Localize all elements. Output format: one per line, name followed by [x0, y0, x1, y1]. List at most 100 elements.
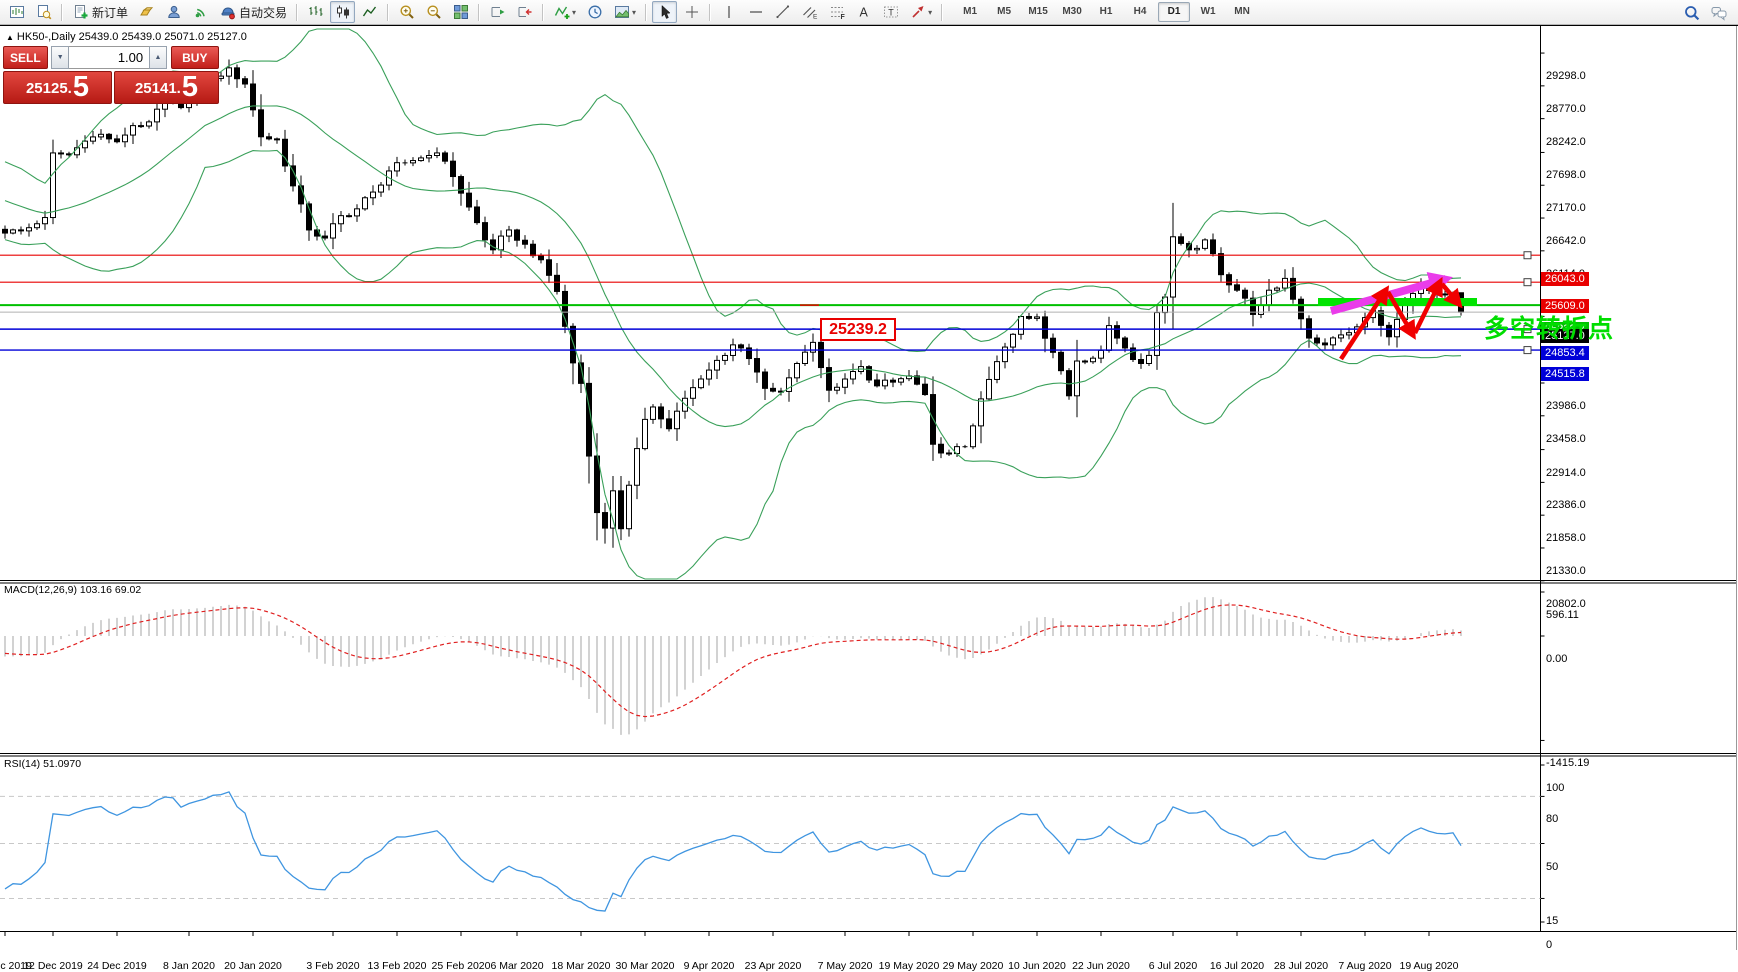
toolbar-separator	[387, 3, 390, 21]
zoom-out-button[interactable]	[421, 1, 446, 23]
price-tick: 23458.0	[1546, 432, 1586, 445]
price-level-callout[interactable]: 25239.2	[820, 318, 896, 341]
time-label: 19 Aug 2020	[1399, 960, 1459, 972]
buy-button[interactable]: BUY	[170, 46, 219, 69]
text-label-button[interactable]: T	[878, 1, 903, 23]
bid-price[interactable]: 25125. 5	[3, 71, 112, 104]
price-tick: 22914.0	[1546, 466, 1586, 479]
toolbar-right	[1678, 2, 1732, 24]
crosshair-button[interactable]	[679, 1, 704, 23]
timeframe-h4[interactable]: H4	[1133, 6, 1147, 17]
time-label: 20 Jan 2020	[224, 960, 282, 972]
rsi-tick: 100	[1546, 782, 1565, 794]
chat-button[interactable]	[1706, 2, 1731, 24]
cursor-button[interactable]	[652, 1, 678, 23]
new-chart-icon	[8, 4, 25, 21]
signals-icon	[192, 4, 209, 21]
toolbar-buttons: 新订单 自动交易 ▾ ▾ E F A T ▾	[0, 0, 947, 24]
price-level-tag: 24853.4	[1541, 346, 1589, 361]
templates-button[interactable]: ▾	[609, 1, 640, 23]
tile-windows-button[interactable]	[448, 1, 473, 23]
timeframe-m1[interactable]: M1	[963, 6, 978, 17]
volume-increase-button[interactable]: ▲	[149, 46, 167, 69]
timeframe-h1[interactable]: H1	[1099, 6, 1113, 17]
auto-scroll-button[interactable]	[485, 1, 510, 23]
macd-tick: 0.00	[1546, 653, 1568, 665]
price-tick: 29298.0	[1546, 70, 1586, 83]
indicators-caret[interactable]: ▾	[572, 7, 577, 17]
panel-collapse-arrow[interactable]: ▲	[6, 33, 14, 42]
candlestick-chart-icon	[334, 4, 351, 21]
timeframe-mn[interactable]: MN	[1234, 6, 1250, 17]
price-tick: 20802.0	[1546, 597, 1586, 610]
price-tick: 22386.0	[1546, 499, 1586, 512]
volume-input[interactable]	[69, 46, 150, 69]
zoom-out-icon	[425, 4, 442, 21]
text-icon: A	[855, 4, 872, 21]
arrows-caret[interactable]: ▾	[928, 7, 933, 17]
autotrading-label: 自动交易	[239, 5, 288, 20]
svg-text:E: E	[813, 14, 818, 21]
autotrading-button[interactable]: 自动交易	[215, 1, 291, 23]
text-button[interactable]: A	[851, 1, 876, 23]
time-axis[interactable]	[0, 931, 1540, 950]
line-chart-icon	[361, 4, 378, 21]
svg-text:T: T	[888, 8, 894, 18]
timeframe-m15[interactable]: M15	[1028, 6, 1048, 17]
fibonacci-button[interactable]: F	[824, 1, 849, 23]
time-label: 8 Jan 2020	[163, 960, 215, 972]
time-label: 7 Aug 2020	[1338, 960, 1392, 972]
equidistant-channel-button[interactable]: E	[797, 1, 822, 23]
time-label: 6 Mar 2020	[490, 960, 544, 972]
new-order-label: 新订单	[92, 5, 129, 20]
new-chart-button[interactable]	[4, 1, 29, 23]
indicators-button[interactable]: ▾	[549, 1, 580, 23]
zoom-in-button[interactable]	[394, 1, 419, 23]
time-label: 18 Mar 2020	[551, 960, 611, 972]
price-tick: 28770.0	[1546, 102, 1586, 115]
signals-button[interactable]	[188, 1, 213, 23]
navigator-button[interactable]	[161, 1, 186, 23]
price-level-tag: 24515.8	[1541, 367, 1589, 382]
line-chart-button[interactable]	[357, 1, 382, 23]
indicators-icon	[553, 4, 570, 21]
rsi-tick: 80	[1546, 813, 1559, 826]
timeframe-m5[interactable]: M5	[997, 6, 1012, 17]
chart-plot[interactable]	[0, 26, 1738, 950]
timeframe-w1[interactable]: W1	[1200, 6, 1216, 17]
trendline-button[interactable]	[770, 1, 795, 23]
period-clock-button[interactable]	[582, 1, 607, 23]
arrows-button[interactable]: ▾	[905, 1, 936, 23]
candlestick-chart-button[interactable]	[330, 1, 356, 23]
toolbar-separator	[61, 3, 63, 21]
fibonacci-icon: F	[828, 4, 845, 21]
chart-shift-button[interactable]	[512, 1, 537, 23]
vertical-line-button[interactable]	[716, 1, 741, 23]
profiles-button[interactable]	[31, 1, 56, 23]
price-level-tag: 25127.0	[1541, 329, 1589, 344]
new-order-button[interactable]: 新订单	[68, 1, 132, 23]
volume-decrease-button[interactable]: ▼	[51, 46, 70, 69]
bar-chart-button[interactable]	[303, 1, 328, 23]
price-level-tag: 26043.0	[1541, 272, 1589, 287]
symbol-info: ▲ HK50-,Daily 25439.0 25439.0 25071.0 251…	[6, 31, 247, 43]
annotation-text[interactable]: 多空转折点	[1484, 314, 1615, 343]
timeframe-m30[interactable]: M30	[1062, 6, 1082, 17]
rsi-tick: 0	[1546, 939, 1553, 951]
price-tick: 27170.0	[1546, 202, 1586, 215]
time-label: 22 Jun 2020	[1072, 960, 1130, 972]
horizontal-line-button[interactable]	[743, 1, 768, 23]
chart-window: 29298.0 28770.0 28242.0 27698.0 27170.0 26642…	[0, 24, 1738, 972]
bar-chart-icon	[307, 4, 324, 21]
time-label: 10 Jun 2020	[1008, 960, 1066, 972]
timeframe-d1[interactable]: D1	[1158, 2, 1191, 22]
toolbar-separator	[296, 3, 299, 21]
new-order-icon	[72, 4, 89, 21]
ask-price[interactable]: 25141. 5	[113, 71, 219, 104]
search-button[interactable]	[1679, 2, 1704, 24]
templates-caret[interactable]: ▾	[632, 7, 637, 17]
rsi-tick: 15	[1546, 915, 1559, 928]
macd-tick: 596.11	[1546, 609, 1579, 621]
sell-button[interactable]: SELL	[3, 46, 48, 69]
market-watch-button[interactable]	[134, 1, 159, 23]
